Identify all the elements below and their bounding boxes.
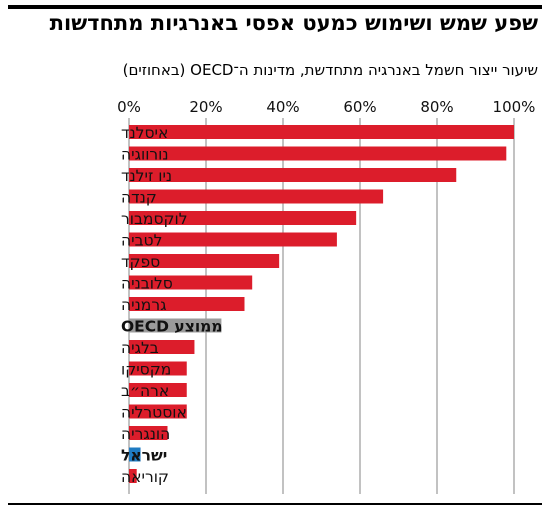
x-tick-label: 80% — [420, 98, 453, 116]
category-label: הונגריה — [121, 425, 170, 443]
category-label: מקסיקו — [121, 361, 171, 379]
category-label: נורווגיה — [121, 146, 169, 164]
category-label: אוסטרליה — [121, 404, 187, 422]
top-rule — [8, 5, 542, 9]
category-label: קנדה — [121, 189, 157, 207]
bar — [129, 297, 245, 311]
chart-frame: שפע שמש ושימוש כמעט אפסי באנרגיות מתחדשו… — [8, 3, 542, 507]
x-tick-label: 100% — [493, 98, 536, 116]
category-label: לטביה — [121, 232, 162, 250]
category-label: ניו זילנד — [121, 167, 172, 185]
category-label: לוקסמבור — [121, 210, 188, 228]
category-label: בלגיה — [121, 339, 159, 357]
bar — [129, 211, 357, 225]
bar — [129, 232, 337, 247]
bar — [129, 404, 187, 419]
category-label: ספקד — [121, 253, 160, 271]
bar — [129, 254, 280, 268]
bar — [129, 189, 384, 204]
bar — [129, 275, 253, 290]
category-label: קוריאה — [121, 468, 169, 486]
bar — [129, 318, 222, 333]
bar — [129, 340, 195, 354]
x-tick-label: 40% — [266, 98, 299, 116]
category-label: ממוצע OECD — [121, 318, 223, 336]
category-label: ארה״ב — [121, 382, 169, 400]
bar — [129, 447, 141, 462]
category-label: איסלנד — [121, 124, 168, 142]
bar — [129, 146, 507, 161]
bar — [129, 383, 187, 397]
category-label: סלובניה — [121, 275, 173, 293]
bar — [129, 361, 187, 376]
category-label: ישראל — [121, 447, 167, 465]
chart-subtitle: שיעור ייצור חשמל באנרגיה מתחדשת, מדינות … — [122, 61, 538, 79]
bar — [129, 168, 457, 182]
bar — [129, 125, 514, 139]
bar — [129, 469, 137, 483]
bar — [129, 426, 168, 440]
x-tick-label: 0% — [117, 98, 141, 116]
bottom-rule — [8, 503, 542, 505]
chart-title: שפע שמש ושימוש כמעט אפסי באנרגיות מתחדשו… — [49, 11, 538, 35]
x-tick-label: 20% — [189, 98, 222, 116]
x-tick-label: 60% — [343, 98, 376, 116]
category-label: גרמניה — [121, 296, 166, 314]
